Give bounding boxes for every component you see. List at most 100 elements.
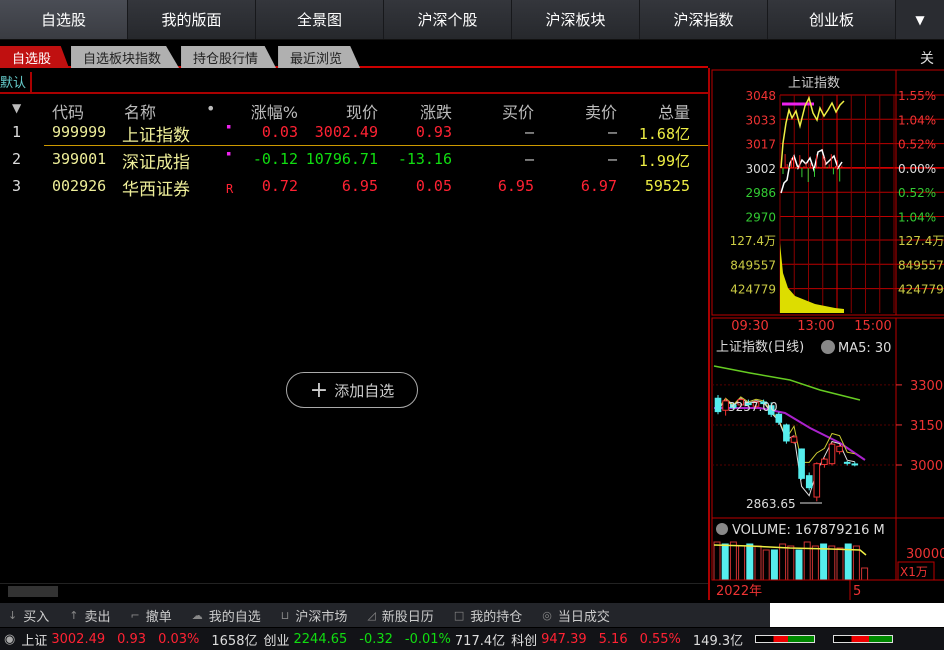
toolbar-calendar-button[interactable]: ◿ 新股日历 [359,606,445,625]
toolbar-label: 我的持仓 [470,609,523,625]
close-panel-button[interactable]: 关 [920,51,934,67]
col-chg[interactable]: 涨跌 [419,103,452,122]
candle-body [843,461,851,464]
sh-chg: 0.93 [117,631,147,647]
toolbar-market-button[interactable]: ⊔ 沪深市场 [273,606,360,625]
toolbar-label: 撤单 [145,609,172,625]
bid-price: — [524,150,534,168]
volume-bar [836,547,844,581]
nav-indices[interactable]: 沪深指数 [640,0,768,39]
tab-sector-index[interactable]: 自选板块指数 [71,46,180,68]
kline-axis-frame [895,317,944,519]
change-percent: -0.12 [252,150,298,168]
minute-chart-title: 上证指数 [788,76,840,91]
ma-label: MA5: 30 [838,341,891,356]
price-tick: 3002 [745,162,776,176]
col-ask[interactable]: 卖价 [584,103,617,122]
index-price-line [780,95,845,169]
candle-body [836,445,843,453]
candle-body [813,463,821,498]
month-label: 5 [853,584,861,599]
candle-body [821,458,828,465]
kc-chg: 5.16 [598,631,628,647]
toolbar-sell-button[interactable]: ↑ 卖出 [61,606,122,625]
plus-icon: + [309,377,329,403]
horizontal-scrollbar[interactable] [0,583,708,599]
total-volume: 1.68亿 [638,125,690,143]
volume-bar [738,545,746,581]
kline-price-tick: 3150 [910,419,943,434]
nav-my-layout[interactable]: 我的版面 [128,0,256,39]
nav-gem[interactable]: 创业板 [768,0,896,39]
table-row[interactable]: 3 002926 华西证券 R 0.72 6.95 0.05 6.95 6.97 59525 [0,174,700,200]
volume-tick: 424779 [730,283,776,297]
nav-sectors[interactable]: 沪深板块 [512,0,640,39]
group-default[interactable]: 默认 [0,72,33,94]
candle-body [790,436,798,443]
total-volume: 1.99亿 [638,152,690,170]
toolbar-trade-button[interactable]: ◎ 当日成交 [534,606,622,625]
col-price[interactable]: 现价 [345,103,378,122]
toolbar-blank [770,603,944,627]
table-row[interactable]: 1 999999 上证指数 ▪ 0.03 3002.49 0.93 — — 1.68亿 [0,120,700,146]
toolbar-cloud-button[interactable]: ☁ 我的自选 [184,606,273,625]
toolbar-label: 沪深市场 [295,609,348,625]
nav-panorama[interactable]: 全景图 [256,0,384,39]
sh-name[interactable]: 上证 [21,633,48,649]
pct-tick: 1.04% [898,113,936,127]
volume-bar [795,549,803,581]
toolbar-buy-button[interactable]: ↓ 买入 [0,606,61,625]
candle-body [737,399,745,406]
sh-amount: 1658亿 [211,633,258,649]
toolbar-cancel-order-button[interactable]: ⌐ 撤单 [122,606,183,625]
volume-bar [762,549,770,581]
time-tick: 09:30 [731,319,768,334]
row-index: 3 [12,177,22,195]
col-name[interactable]: 名称 [124,103,157,122]
col-volume[interactable]: 总量 [657,103,690,122]
ask-price: — [607,150,617,168]
bid-price: 6.95 [497,177,534,195]
change-amount: 0.05 [415,177,452,195]
volume-bar [754,545,762,581]
table-header: ▼ 代码 名称 • 涨幅% 现价 涨跌 买价 卖价 总量 [0,96,700,122]
tab-recent[interactable]: 最近浏览 [278,46,361,68]
bottom-toolbar: ↓ 买入 ↑ 卖出 ⌐ 撤单 ☁ 我的自选 ⊔ 沪深市场 ◿ 新股日历 □ 我的持仓 ◎ 当日成交 [0,603,770,627]
triangle-down-icon[interactable]: ▼ [915,12,925,27]
volume-bar [770,549,778,581]
low-label: 2863.65 [746,497,796,511]
volume-bar [713,541,721,581]
volume-bar [779,543,787,581]
table-row[interactable]: 2 399001 深证成指 ▪ -0.12 10796.71 -13.16 — — 1.99亿 [0,147,700,173]
col-flag[interactable]: • [206,99,216,118]
status-toggle-icon[interactable]: ◉ [4,631,16,647]
volume-tick: 30000 [906,547,944,562]
nav-stocks[interactable]: 沪深个股 [384,0,512,39]
col-chg-pct[interactable]: 涨幅% [250,103,298,122]
scrollbar-thumb[interactable] [8,586,58,597]
candle-body [805,475,813,489]
tab-holdings[interactable]: 持仓股行情 [181,46,277,68]
calendar-icon: ◿ [367,608,376,622]
add-watchlist-label: 添加自选 [334,381,395,400]
price-tick: 3017 [745,138,776,152]
buy-icon: ↓ [8,608,18,622]
row-index: 2 [12,150,22,168]
kc-name[interactable]: 科创 [511,633,538,649]
toolbar-portfolio-button[interactable]: □ 我的持仓 [446,606,534,625]
candle-body [752,401,760,407]
stock-code: 002926 [52,177,107,195]
candle-body [722,400,729,411]
sort-icon[interactable]: ▼ [12,101,22,115]
tab-zixuan[interactable]: 自选股 [0,46,70,68]
nav-zixuan[interactable]: 自选股 [0,0,128,39]
add-watchlist-button[interactable]: + 添加自选 [286,372,418,408]
current-price: 10796.71 [305,150,378,168]
col-code[interactable]: 代码 [52,103,85,122]
price-tick: 2986 [745,186,776,200]
candle-body [775,413,783,423]
stock-code: 399001 [52,150,107,168]
col-bid[interactable]: 买价 [501,103,534,122]
cy-name[interactable]: 创业 [263,633,290,649]
bid-price: — [524,123,534,141]
